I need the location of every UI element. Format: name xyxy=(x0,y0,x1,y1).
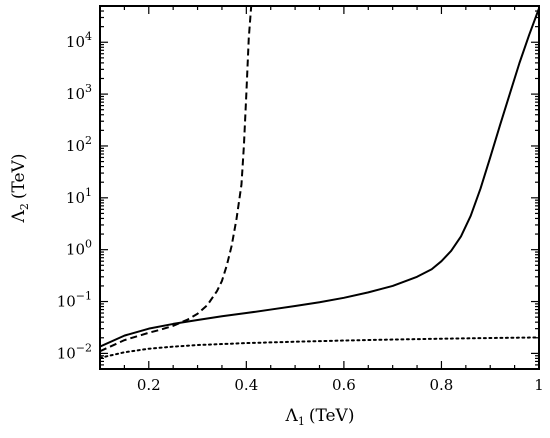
plot-frame xyxy=(99,5,540,370)
series-line-dotted xyxy=(100,336,539,359)
series-line-dashed xyxy=(100,6,253,353)
x-axis-label: Λ1 (TeV) xyxy=(285,406,355,428)
x-tick-label: 1 xyxy=(534,376,544,394)
plot-series xyxy=(100,6,539,359)
y-tick-label: 10−1 xyxy=(57,290,92,311)
x-tick-label: 0.4 xyxy=(234,376,258,394)
y-tick-label: 101 xyxy=(66,186,92,207)
y-tick-label: 103 xyxy=(66,82,92,103)
y-tick-label: 10−2 xyxy=(57,341,92,362)
y-tick-label: 100 xyxy=(66,238,92,259)
y-axis-label: Λ2(TeV) xyxy=(9,154,31,224)
y-tick-label: 102 xyxy=(66,134,92,155)
y-tick-label: 104 xyxy=(66,30,92,51)
y-axis-ticks: 10−2 10−1 100 101 102 103 104 xyxy=(57,5,539,370)
series-line-solid xyxy=(100,8,539,348)
x-tick-label: 0.8 xyxy=(430,376,454,394)
x-tick-label: 0.2 xyxy=(137,376,161,394)
x-tick-label: 0.6 xyxy=(332,376,356,394)
